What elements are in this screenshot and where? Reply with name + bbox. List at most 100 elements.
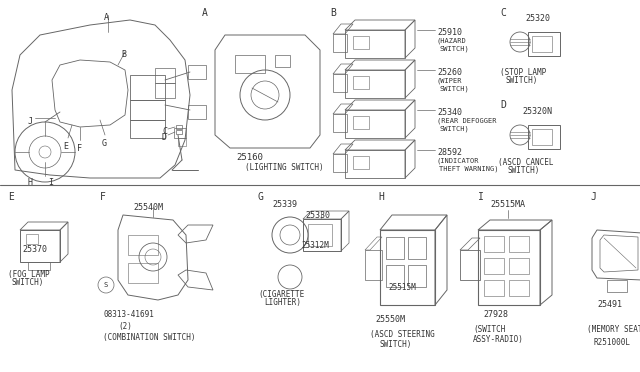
Bar xyxy=(528,32,560,56)
Text: H: H xyxy=(378,192,384,202)
Text: F: F xyxy=(100,192,106,202)
Text: A: A xyxy=(202,8,208,18)
Text: 08313-41691: 08313-41691 xyxy=(103,310,154,319)
Bar xyxy=(130,75,165,100)
Bar xyxy=(20,230,60,262)
Bar xyxy=(353,116,369,129)
Text: SWITCH): SWITCH) xyxy=(439,126,468,132)
Text: (2): (2) xyxy=(118,322,132,331)
Bar xyxy=(386,265,404,287)
Text: 25550M: 25550M xyxy=(375,315,405,324)
Text: (FOG LAMP: (FOG LAMP xyxy=(8,270,50,279)
Bar xyxy=(345,70,405,98)
Text: SWITCH): SWITCH) xyxy=(439,46,468,52)
Text: J: J xyxy=(590,192,596,202)
Text: LIGHTER): LIGHTER) xyxy=(264,298,301,307)
Text: 25160: 25160 xyxy=(237,153,264,162)
Text: S: S xyxy=(103,282,108,288)
Text: 25491: 25491 xyxy=(597,300,622,309)
Bar xyxy=(275,55,290,67)
Text: (MEMORY SEAT): (MEMORY SEAT) xyxy=(587,325,640,334)
Text: C: C xyxy=(500,8,506,18)
Text: C: C xyxy=(162,127,167,136)
Bar xyxy=(130,120,165,138)
Bar xyxy=(532,129,552,145)
Text: A: A xyxy=(104,13,109,22)
Bar xyxy=(353,156,369,169)
Bar xyxy=(345,150,405,178)
Text: 28592: 28592 xyxy=(437,148,462,157)
Text: (WIPER: (WIPER xyxy=(437,78,463,84)
Text: 25370: 25370 xyxy=(22,245,47,254)
Bar xyxy=(345,110,405,138)
Bar xyxy=(408,237,426,259)
Text: ASSY-RADIO): ASSY-RADIO) xyxy=(473,335,524,344)
Text: (COMBINATION SWITCH): (COMBINATION SWITCH) xyxy=(103,333,195,342)
Text: SWITCH): SWITCH) xyxy=(12,278,44,287)
Text: 25339: 25339 xyxy=(272,200,297,209)
Bar xyxy=(528,125,560,149)
Bar xyxy=(176,125,182,129)
Bar xyxy=(174,128,186,138)
Bar xyxy=(484,280,504,296)
Text: G: G xyxy=(102,139,107,148)
Bar xyxy=(128,263,158,283)
Bar xyxy=(484,236,504,252)
Bar xyxy=(484,258,504,274)
Text: SWITCH): SWITCH) xyxy=(439,86,468,93)
Bar xyxy=(188,65,206,79)
Bar xyxy=(345,30,405,58)
Text: F: F xyxy=(77,144,82,153)
Text: I: I xyxy=(478,192,484,202)
Bar xyxy=(176,130,182,134)
Bar xyxy=(128,235,158,255)
Text: I: I xyxy=(48,178,53,187)
Bar xyxy=(386,237,404,259)
Text: D: D xyxy=(162,133,167,142)
Bar xyxy=(333,114,347,132)
Bar xyxy=(155,68,175,83)
Text: D: D xyxy=(500,100,506,110)
Bar xyxy=(178,138,186,146)
Bar xyxy=(532,36,552,52)
Text: B: B xyxy=(330,8,336,18)
Bar xyxy=(353,36,369,49)
Bar xyxy=(509,280,529,296)
Bar xyxy=(235,55,265,73)
Text: B: B xyxy=(121,50,126,59)
Bar xyxy=(380,230,435,305)
Bar xyxy=(607,280,627,292)
Text: SWITCH): SWITCH) xyxy=(507,166,540,175)
Text: 25540M: 25540M xyxy=(133,203,163,212)
Text: 25515M: 25515M xyxy=(388,283,416,292)
Text: 25910: 25910 xyxy=(437,28,462,37)
Text: SWITCH): SWITCH) xyxy=(380,340,412,349)
Bar xyxy=(509,258,529,274)
Text: E: E xyxy=(8,192,14,202)
Bar xyxy=(28,262,50,270)
Text: 25340: 25340 xyxy=(437,108,462,117)
Text: J: J xyxy=(28,118,33,126)
Text: E: E xyxy=(63,142,68,151)
Bar xyxy=(155,83,175,98)
Bar xyxy=(353,76,369,89)
Bar xyxy=(188,105,206,119)
Text: THEFT WARNING): THEFT WARNING) xyxy=(439,166,499,173)
Text: SWITCH): SWITCH) xyxy=(505,76,538,85)
Text: (SWITCH: (SWITCH xyxy=(473,325,506,334)
Bar xyxy=(365,250,382,280)
Bar xyxy=(460,250,480,280)
Bar xyxy=(509,236,529,252)
Text: (CIGARETTE: (CIGARETTE xyxy=(258,290,304,299)
Text: H: H xyxy=(28,178,33,187)
Text: (ASCD CANCEL: (ASCD CANCEL xyxy=(498,158,554,167)
Bar xyxy=(333,154,347,172)
Text: (LIGHTING SWITCH): (LIGHTING SWITCH) xyxy=(245,163,324,172)
Text: 25320N: 25320N xyxy=(522,107,552,116)
Text: (ASCD STEERING: (ASCD STEERING xyxy=(370,330,435,339)
Text: 27928: 27928 xyxy=(483,310,508,319)
Text: 25330: 25330 xyxy=(305,211,330,220)
Text: (HAZARD: (HAZARD xyxy=(437,38,467,45)
Bar xyxy=(408,265,426,287)
Bar xyxy=(308,224,332,246)
